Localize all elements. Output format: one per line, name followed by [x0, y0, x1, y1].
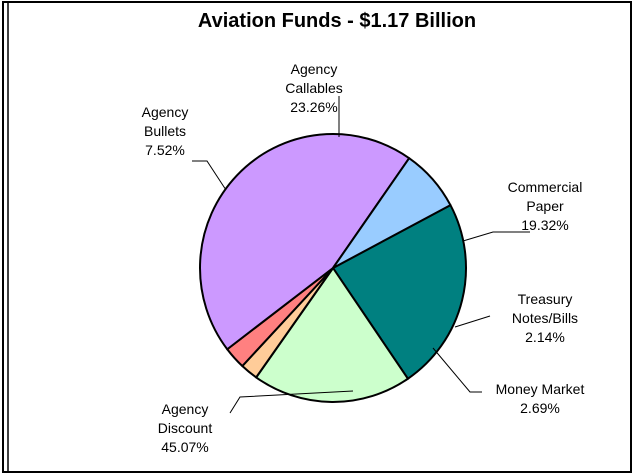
- pie-slice-agency-callables: [332, 204, 467, 380]
- slice-name-label: Agency: [162, 401, 209, 417]
- slice-value-label: 23.26%: [290, 99, 337, 115]
- slice-name-label: Treasury: [518, 291, 573, 307]
- slice-label: Commercial Paper 19.32%: [508, 179, 583, 233]
- slice-label: Agency Bullets 7.52%: [142, 104, 189, 158]
- pie-slice-agency-bullets: [332, 157, 452, 269]
- slice-name-label: Bullets: [144, 123, 186, 139]
- slice-value-label: 19.32%: [521, 217, 568, 233]
- slice-name-label: Discount: [158, 420, 213, 436]
- pie-slice-agency-discount: [199, 133, 411, 351]
- leader-line: [454, 315, 491, 328]
- pie-slice-commercial-paper: [255, 267, 409, 403]
- slice-name-label: Commercial: [508, 179, 583, 195]
- slice-labels: Agency Callables 23.26% Commercial Paper 19.3…: [142, 61, 585, 455]
- slice-name-label: Agency: [291, 61, 338, 77]
- slice-value-label: 2.69%: [520, 400, 560, 416]
- slice-label: Treasury Notes/Bills 2.14%: [512, 291, 578, 345]
- leader-line: [192, 160, 227, 191]
- slice-label: Agency Discount 45.07%: [158, 401, 213, 455]
- slice-value-label: 7.52%: [145, 142, 185, 158]
- slice-value-label: 45.07%: [161, 439, 208, 455]
- leader-line: [229, 390, 354, 414]
- slice-name-label: Money Market: [496, 381, 585, 397]
- slice-name-label: Paper: [526, 198, 564, 214]
- slice-name-label: Notes/Bills: [512, 310, 578, 326]
- leader-line: [432, 347, 482, 393]
- leader-line: [462, 231, 530, 242]
- pie: [199, 133, 467, 403]
- slice-label: Money Market 2.69%: [496, 381, 585, 416]
- chart-title: Aviation Funds - $1.17 Billion: [198, 10, 476, 32]
- leader-lines: [192, 96, 530, 414]
- slice-name-label: Callables: [285, 80, 343, 96]
- slice-label: Agency Callables 23.26%: [285, 61, 343, 115]
- slice-name-label: Agency: [142, 104, 189, 120]
- slice-value-label: 2.14%: [525, 329, 565, 345]
